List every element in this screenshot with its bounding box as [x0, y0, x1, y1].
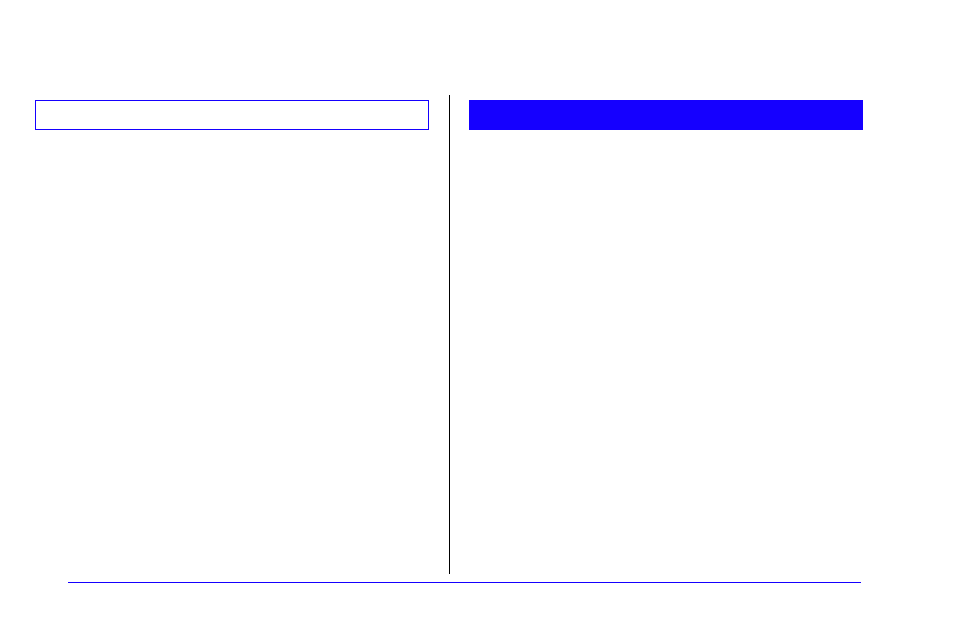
vertical-divider: [449, 95, 450, 574]
left-outline-box: [35, 100, 429, 130]
right-filled-box: [469, 100, 863, 130]
horizontal-rule: [68, 582, 861, 583]
